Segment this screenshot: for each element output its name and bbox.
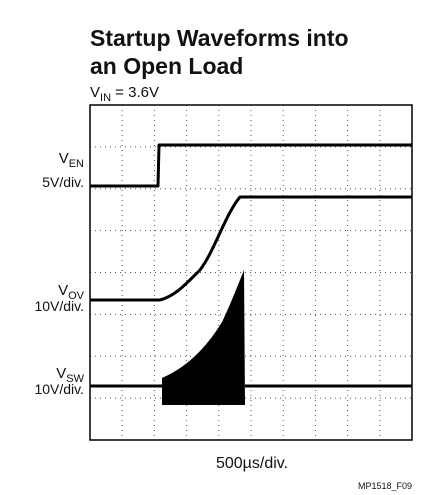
title-line: an Open Load	[90, 53, 243, 79]
title-line: Startup Waveforms into	[90, 25, 349, 51]
sw-burst	[162, 270, 245, 405]
plot-frame	[89, 104, 413, 441]
figure-id: MP1518_F09	[358, 481, 412, 491]
channel-label: VSW	[56, 365, 84, 385]
channel-scale: 10V/div.	[34, 381, 84, 397]
channel-scale: 5V/div.	[42, 174, 84, 190]
en-trace	[90, 143, 412, 188]
grid	[90, 105, 412, 440]
timebase: 500µs/div.	[216, 455, 288, 472]
subtitle: VIN = 3.6V	[90, 84, 159, 104]
channel-label: VOV	[58, 282, 85, 302]
channel-scale: 10V/div.	[34, 298, 84, 314]
ov-trace	[90, 195, 412, 302]
channel-label: VEN	[59, 150, 84, 170]
